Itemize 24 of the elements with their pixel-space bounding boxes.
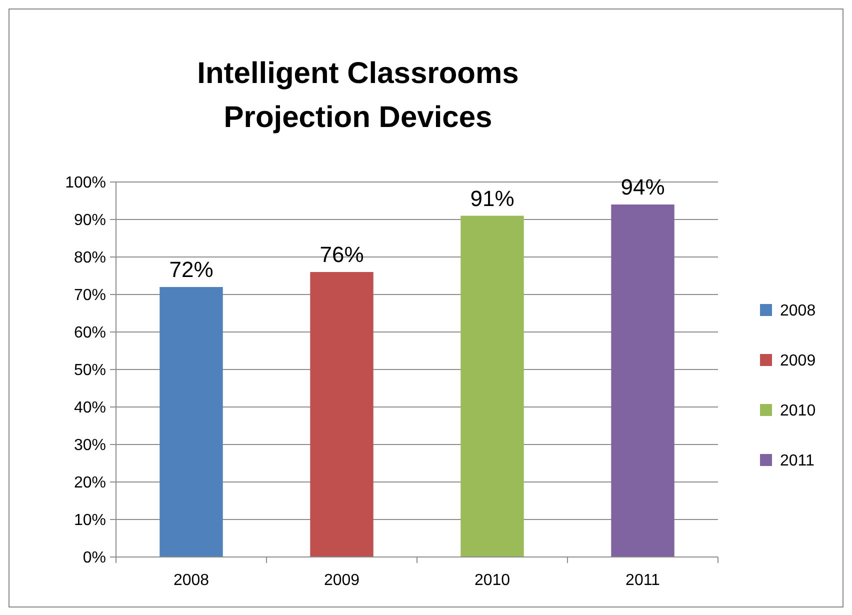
y-tick-label: 80% <box>74 250 106 267</box>
y-tick-label: 100% <box>65 174 106 192</box>
x-tick-label: 2008 <box>173 572 210 589</box>
x-tick-label: 2011 <box>626 572 660 589</box>
y-tick-label: 70% <box>74 287 106 304</box>
y-tick-label: 50% <box>74 362 106 380</box>
y-tick-label: 10% <box>74 512 106 530</box>
y-tick-label: 0% <box>82 550 106 567</box>
data-label: 91% <box>470 186 514 211</box>
legend-label: 2010 <box>780 402 816 420</box>
data-label: 72% <box>169 257 214 282</box>
y-tick-label: 90% <box>74 212 106 230</box>
y-tick-label: 60% <box>74 324 106 342</box>
x-tick-label: 2009 <box>324 572 360 589</box>
y-tick-label: 20% <box>74 474 106 492</box>
y-tick-label: 30% <box>74 437 106 454</box>
legend-label: 2009 <box>780 352 816 370</box>
x-tick-label: 2010 <box>474 572 510 589</box>
legend-label: 2011 <box>780 452 815 470</box>
y-tick-label: 40% <box>74 400 106 417</box>
data-label: 94% <box>620 174 665 200</box>
chart-title: Intelligent Classrooms Projection Devices <box>197 57 519 134</box>
legend-label: 2008 <box>780 302 816 320</box>
data-label: 76% <box>320 242 364 267</box>
